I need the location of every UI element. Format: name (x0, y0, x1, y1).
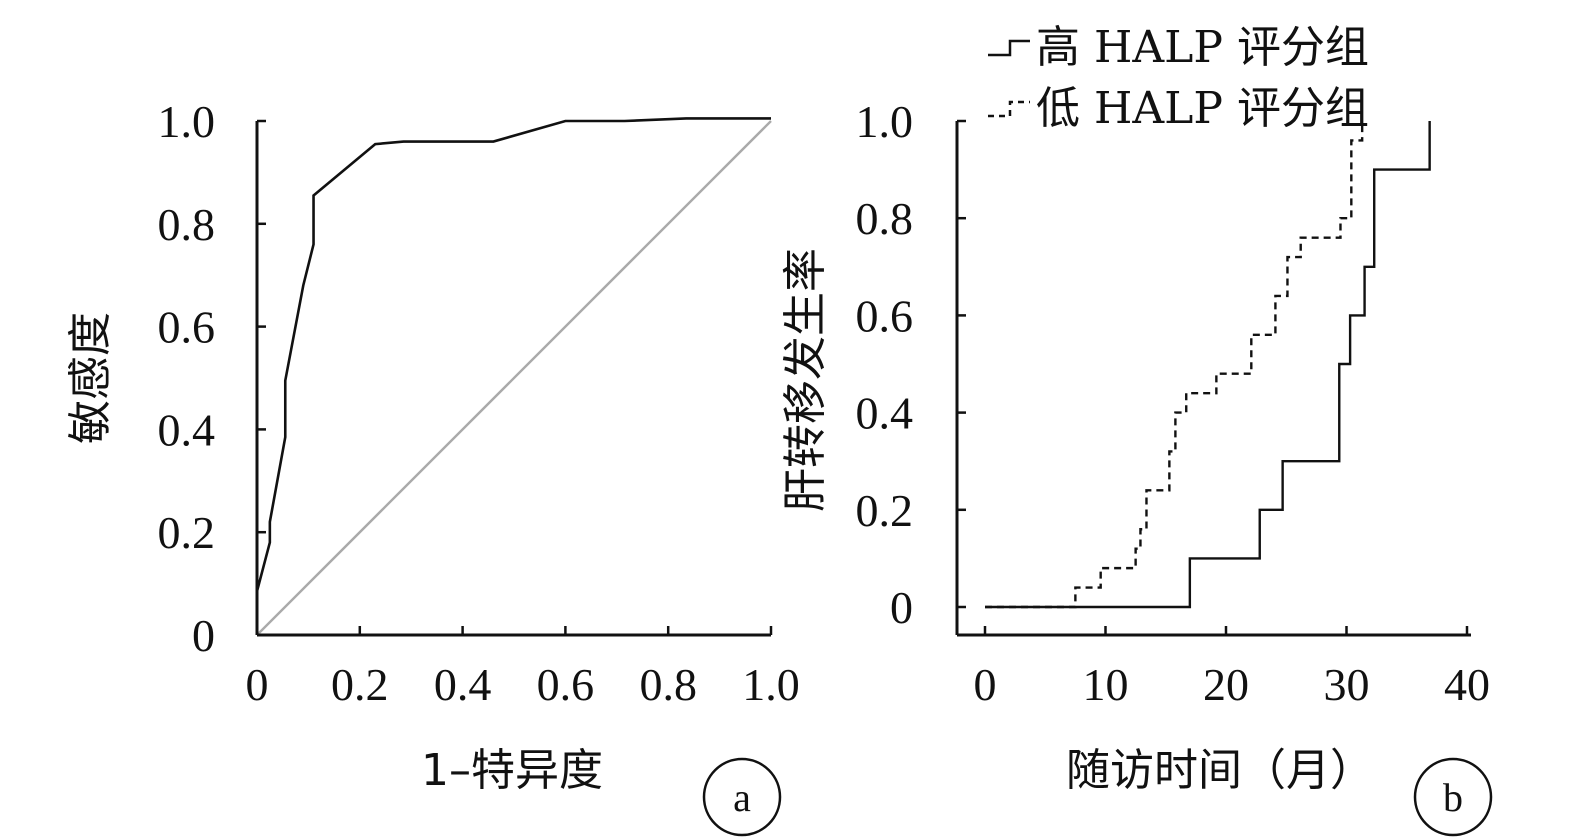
incidence-x-tick-label: 20 (1203, 659, 1249, 710)
legend-high-label: 高 HALP 评分组 (1036, 22, 1369, 73)
incidence-x-axis-title: 随访时间（月） (1066, 745, 1374, 796)
roc-x-tick-label: 0.6 (537, 659, 595, 710)
reference-diagonal (256, 120, 772, 636)
incidence-y-tick-label: 0 (890, 582, 913, 633)
roc-x-tick-label: 0 (246, 659, 269, 710)
roc-x-tick-label: 0.8 (639, 659, 697, 710)
roc-y-tick-label: 0.2 (158, 507, 216, 558)
roc-x-tick-label: 0.2 (331, 659, 389, 710)
incidence-x-tick-label: 0 (974, 659, 997, 710)
incidence-y-tick-label: 1.0 (856, 96, 914, 147)
legend-high-swatch (988, 39, 1030, 57)
roc-x-axis-title: 1–特异度 (421, 745, 603, 796)
legend: 高 HALP 评分组 低 HALP 评分组 (988, 22, 1369, 134)
roc-plot-area (255, 117, 772, 636)
legend-low-label: 低 HALP 评分组 (1036, 83, 1369, 134)
roc-y-tick-label: 0.4 (158, 404, 216, 455)
incidence-y-axis-title: 肝转移发生率 (780, 248, 831, 512)
incidence-x-tick-label: 40 (1444, 659, 1490, 710)
panel-b-label: b (1443, 775, 1463, 820)
cumulative-incidence-panel: 0 10 20 30 40 0 0.2 0.4 0.6 0.8 1.0 肝转移发生率 随访时间（月）… (780, 22, 1493, 837)
roc-y-tick-label: 0.6 (158, 302, 216, 353)
incidence-ticks: 0 10 20 30 40 0 0.2 0.4 0.6 0.8 1.0 (856, 96, 1491, 710)
incidence-x-tick-label: 10 (1083, 659, 1129, 710)
roc-ticks: 0 0.2 0.4 0.6 0.8 1.0 0 0.2 0.4 0.6 0.8 1.0 (158, 96, 800, 710)
roc-y-axis-title: 敏感度 (65, 312, 116, 444)
panel-a-label: a (733, 775, 751, 820)
incidence-y-tick-label: 0.4 (856, 388, 914, 439)
incidence-y-tick-label: 0.8 (856, 193, 914, 244)
low-halp-step-line (985, 121, 1364, 609)
roc-y-tick-label: 1.0 (158, 96, 216, 147)
legend-low-swatch (988, 100, 1030, 118)
high-halp-step-line (985, 121, 1431, 609)
incidence-y-tick-label: 0.6 (856, 290, 914, 341)
incidence-x-tick-label: 30 (1324, 659, 1370, 710)
roc-curve (255, 117, 771, 592)
roc-x-tick-label: 1.0 (742, 659, 800, 710)
incidence-plot-area (985, 121, 1431, 609)
roc-y-tick-label: 0.8 (158, 199, 216, 250)
roc-y-tick-label: 0 (192, 610, 215, 661)
panel-a-circle (702, 757, 782, 837)
panel-b-circle (1413, 757, 1493, 837)
roc-panel: 0 0.2 0.4 0.6 0.8 1.0 0 0.2 0.4 0.6 0.8 1.0 敏感度 1–特… (65, 96, 800, 837)
roc-x-tick-label: 0.4 (434, 659, 492, 710)
incidence-y-tick-label: 0.2 (856, 485, 914, 536)
